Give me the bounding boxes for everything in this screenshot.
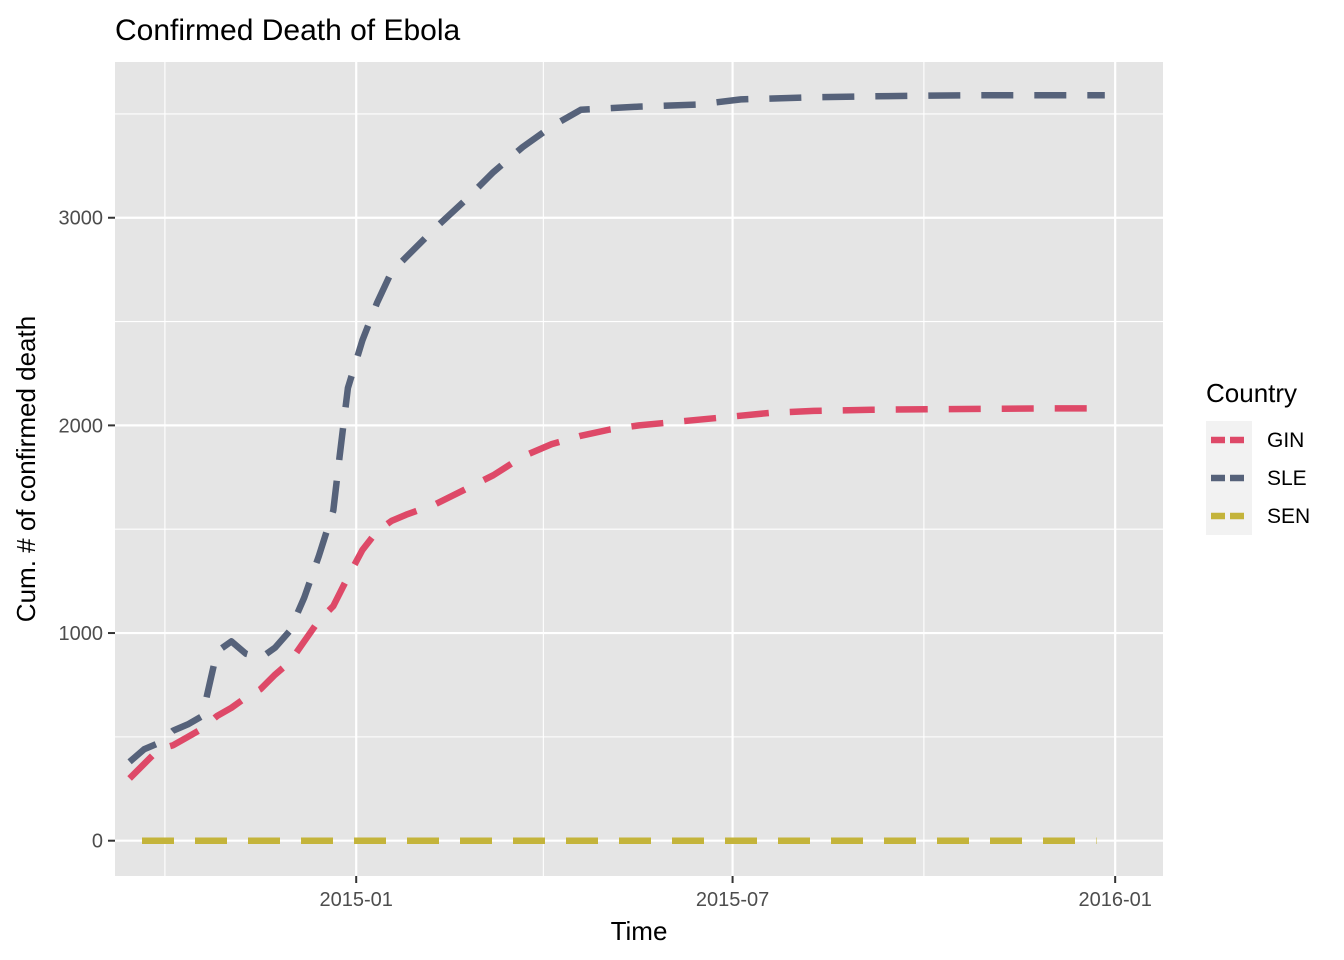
x-tick-label: 2015-01 — [320, 889, 393, 911]
x-tick-label: 2016-01 — [1078, 889, 1151, 911]
x-axis: 2015-01 2015-07 2016-01 — [320, 876, 1152, 911]
legend-label-gin: GIN — [1267, 429, 1304, 452]
legend-label-sen: SEN — [1267, 505, 1310, 528]
legend: Country GIN SLE SEN — [1206, 378, 1310, 535]
y-axis-title: Cum. # of confirmed death — [11, 316, 41, 622]
y-tick-label: 0 — [92, 831, 103, 853]
legend-keys: GIN SLE SEN — [1206, 421, 1310, 535]
chart-title: Confirmed Death of Ebola — [115, 14, 461, 47]
y-tick-label: 1000 — [59, 623, 104, 645]
y-tick-label: 3000 — [59, 208, 104, 230]
minor-gridlines — [115, 62, 1163, 876]
series-lines — [127, 91, 1105, 844]
plot-panel — [115, 62, 1163, 876]
x-tick-label: 2015-07 — [696, 889, 769, 911]
y-axis: 0 1000 2000 3000 — [59, 208, 115, 853]
y-tick-label: 2000 — [59, 415, 104, 437]
legend-title: Country — [1206, 378, 1297, 408]
series-line-gin — [127, 405, 1105, 781]
legend-label-sle: SLE — [1267, 467, 1307, 490]
x-axis-title: Time — [611, 916, 668, 946]
